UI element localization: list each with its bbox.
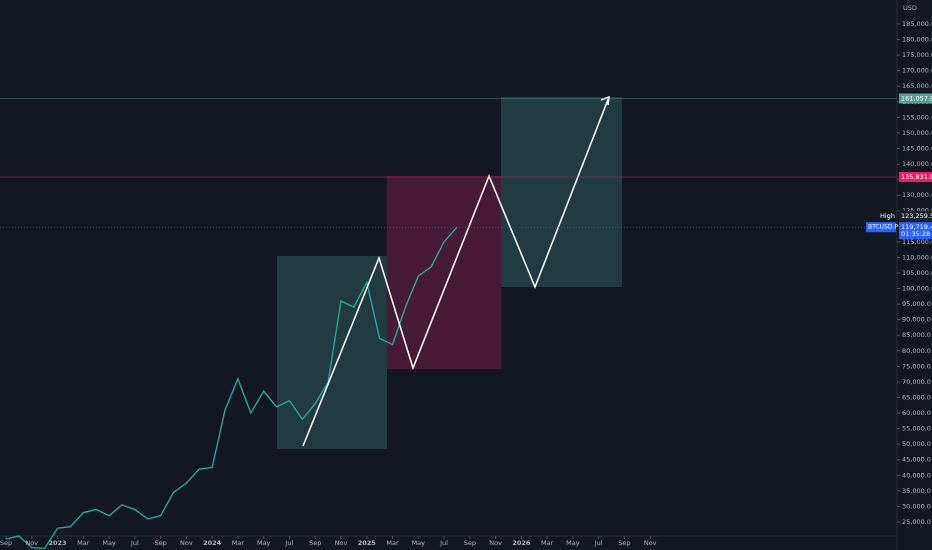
y-tick-label: 125,000.0: [902, 207, 932, 215]
y-tick-label: 130,000.0: [902, 191, 932, 199]
y-tick-label: 55,000.0: [902, 425, 931, 433]
y-tick-label: 30,000.0: [902, 502, 931, 510]
y-tick-label: 140,000.0: [902, 160, 932, 168]
y-tick-label: 80,000.0: [902, 347, 931, 355]
last-box: [899, 222, 932, 240]
box: [501, 97, 622, 287]
axis-label: USD: [903, 4, 917, 12]
series-name-box: [866, 222, 896, 233]
box: [277, 256, 387, 449]
drawings: [277, 97, 622, 449]
zigzag: [302, 95, 610, 447]
x-tick-label: May: [412, 539, 426, 547]
y-tick-label: 165,000.0: [902, 82, 932, 90]
y-tick-label: 145,000.0: [902, 144, 932, 152]
x-tick-label: 2024: [203, 539, 222, 547]
y-tick-label: 150,000.0: [902, 129, 932, 137]
y-tick-label: 25,000.0: [902, 518, 931, 526]
x-tick-label: Sep: [618, 539, 630, 547]
y-tick-label: 90,000.0: [902, 316, 931, 324]
x-tick-label: May: [102, 539, 116, 547]
x-tick-label: Nov: [335, 539, 348, 547]
x-tick-label: Sep: [0, 539, 12, 547]
y-tick-label: 95,000.0: [902, 300, 931, 308]
y-tick-label: 105,000.0: [902, 269, 932, 277]
arrow-head: [600, 95, 610, 106]
zigzag-line: [302, 96, 610, 447]
x-tick-label: May: [257, 539, 271, 547]
y-tick-label: 35,000.0: [902, 487, 931, 495]
y-tick-label: 175,000.0: [902, 51, 932, 59]
level-box: [899, 93, 932, 104]
y-tick-label: 45,000.0: [902, 456, 931, 464]
x-tick-label: Nov: [644, 539, 657, 547]
price-line: [5, 226, 458, 550]
x-tick-label: Jul: [285, 539, 294, 547]
y-tick-label: 40,000.0: [902, 471, 931, 479]
high-text: High: [880, 212, 895, 220]
x-tick-label: Jul: [130, 539, 139, 547]
y-tick-label: 170,000.0: [902, 67, 932, 75]
y-tick-label: 75,000.0: [902, 362, 931, 370]
x-tick-label: Sep: [309, 539, 321, 547]
y-tick-label: 70,000.0: [902, 378, 931, 386]
y-tick-label: 110,000.0: [902, 253, 932, 261]
plot: [5, 226, 458, 550]
x-tick-label: Jul: [594, 539, 603, 547]
level-label: 161,057.8: [901, 94, 932, 102]
y-tick-label: 180,000.0: [902, 36, 932, 44]
y-tick-label: 85,000.0: [902, 331, 931, 339]
y-tick-label: 115,000.0: [902, 238, 932, 246]
last-label: 119,719.4: [901, 223, 932, 231]
x-tick-label: 2025: [358, 539, 377, 547]
x-tick-label: Mar: [386, 539, 399, 547]
level-box: [899, 172, 932, 183]
x-tick-label: Sep: [154, 539, 166, 547]
x-tick-label: Mar: [232, 539, 245, 547]
x-tick-label: 2026: [512, 539, 531, 547]
level-label: 135,831.8: [901, 173, 932, 181]
y-tick-label: 100,000.0: [902, 285, 932, 293]
x-tick-label: Jul: [439, 539, 448, 547]
x-tick-label: Nov: [25, 539, 38, 547]
x-tick-label: Sep: [464, 539, 476, 547]
y-tick-label: 65,000.0: [902, 393, 931, 401]
x-tick-label: Nov: [180, 539, 193, 547]
high-label: 123,259.5: [901, 212, 932, 220]
countdown: 01:35:28: [901, 230, 930, 238]
x-tick-label: Mar: [77, 539, 90, 547]
series-name: BTCUSD.P: [868, 224, 898, 231]
y-tick-label: 185,000.0: [902, 20, 932, 28]
x-tick-label: Nov: [489, 539, 502, 547]
y-tick-label: 155,000.0: [902, 113, 932, 121]
x-tick-label: Mar: [541, 539, 554, 547]
box: [387, 176, 501, 369]
x-tick-label: May: [566, 539, 580, 547]
y-tick-label: 60,000.0: [902, 409, 931, 417]
x-tick-label: 2023: [48, 539, 66, 547]
high-box: [899, 211, 932, 222]
y-tick-label: 50,000.0: [902, 440, 931, 448]
